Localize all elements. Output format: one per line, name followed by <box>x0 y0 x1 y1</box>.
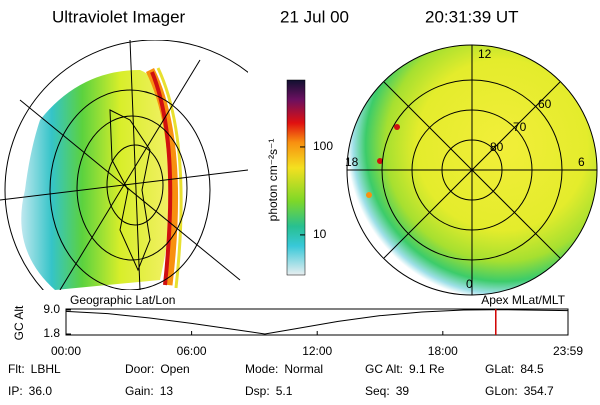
info-value: LBHL <box>31 362 61 376</box>
info-label: IP: <box>8 384 23 398</box>
info-label: Door: <box>125 362 154 376</box>
x-tick-label: 18:00 <box>428 344 458 358</box>
mlt-label: 6 <box>578 155 585 169</box>
info-label: GLat: <box>485 362 514 376</box>
time: 20:31:39 UT <box>425 7 519 26</box>
y-axis-label: GC Alt <box>12 305 26 340</box>
map-label: Geographic Lat/Lon <box>70 293 175 307</box>
geographic-image <box>0 40 248 290</box>
info-field: Flt: LBHL <box>8 362 61 376</box>
x-tick-label: 06:00 <box>177 344 207 358</box>
lat-label: 80 <box>490 140 504 154</box>
colorbar <box>286 79 306 276</box>
x-tick-label: 23:59 <box>553 344 583 358</box>
mlt-label: 12 <box>478 47 492 61</box>
info-value: 36.0 <box>29 384 53 398</box>
x-tick-label: 12:00 <box>302 344 332 358</box>
info-field: Mode: Normal <box>245 362 323 376</box>
info-field: Door: Open <box>125 362 190 376</box>
info-label: GC Alt: <box>365 362 403 376</box>
info-field: IP: 36.0 <box>8 384 52 398</box>
info-value: Open <box>160 362 189 376</box>
info-value: 354.7 <box>524 384 554 398</box>
colorbar-tick-label: 100 <box>313 139 333 153</box>
info-field: Gain: 13 <box>125 384 173 398</box>
info-label: Flt: <box>8 362 25 376</box>
x-tick-label: 00:00 <box>51 344 81 358</box>
info-value: 9.1 Re <box>409 362 445 376</box>
info-label: GLon: <box>485 384 518 398</box>
info-value: 13 <box>160 384 174 398</box>
info-value: Normal <box>284 362 323 376</box>
map-label: Apex MLat/MLT <box>481 293 565 307</box>
info-label: Dsp: <box>245 384 270 398</box>
y-tick-label: 1.8 <box>43 326 60 340</box>
info-value: 39 <box>396 384 410 398</box>
mlt-label: 0 <box>466 277 473 291</box>
title: Ultraviolet Imager <box>52 7 186 26</box>
info-field: Dsp: 5.1 <box>245 384 293 398</box>
info-field: GC Alt: 9.1 Re <box>365 362 445 376</box>
info-field: GLat: 84.5 <box>485 362 544 376</box>
y-tick-label: 9.0 <box>43 302 60 316</box>
info-label: Gain: <box>125 384 154 398</box>
info-field: GLon: 354.7 <box>485 384 554 398</box>
info-label: Mode: <box>245 362 278 376</box>
lat-label: 60 <box>538 97 552 111</box>
colorbar-tick-label: 10 <box>313 227 327 241</box>
mlt-label: 18 <box>345 155 359 169</box>
altitude-line <box>65 309 569 335</box>
colorbar-label: photon cm⁻²s⁻¹ <box>266 139 280 222</box>
date: 21 Jul 00 <box>280 7 349 26</box>
info-value: 84.5 <box>520 362 544 376</box>
lat-label: 70 <box>513 120 527 134</box>
info-field: Seq: 39 <box>365 384 409 398</box>
polar-image: 12 18 6 0 60 70 80 <box>345 44 598 296</box>
info-label: Seq: <box>365 384 390 398</box>
info-value: 5.1 <box>276 384 293 398</box>
